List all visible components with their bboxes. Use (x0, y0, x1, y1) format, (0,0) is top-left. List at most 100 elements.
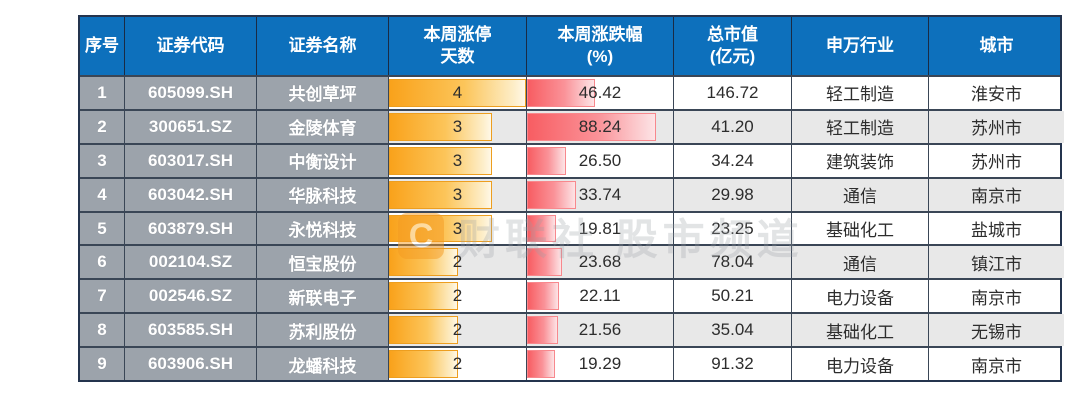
cell-city: 镇江市 (929, 246, 1064, 279)
limit-days-value: 4 (452, 82, 463, 102)
cell-code: 603879.SH (125, 212, 257, 245)
cell-code: 002104.SZ (125, 246, 257, 279)
change-pct-databar (527, 112, 656, 141)
cell-industry: 通信 (792, 246, 929, 279)
table-body: 1 605099.SH 共创草坪 4 46.42 146.72 轻工制造 淮安市… (80, 75, 1064, 381)
cell-city: 苏州市 (971, 153, 1022, 173)
cell-index: 9 (80, 348, 125, 381)
limit-days-value: 2 (452, 286, 463, 306)
table-row: 7 002546.SZ 新联电子 2 22.11 50.21 电力设备 南京市 (80, 278, 1060, 313)
cell-limit-days: 2 (389, 280, 527, 313)
cell-city: 南京市 (971, 288, 1022, 308)
limit-up-stocks-table: 序号 证券代码 证券名称 本周涨停 天数 本周涨跌幅 (%) 总市值 (亿元) … (78, 15, 1064, 382)
cell-code: 603906.SH (125, 348, 257, 381)
cell-industry: 基础化工 (792, 314, 929, 347)
cell-city: 无锡市 (929, 314, 1064, 347)
limit-days-value: 2 (452, 320, 463, 340)
cell-name: 恒宝股份 (257, 246, 389, 279)
cell-code: 300651.SZ (125, 110, 257, 143)
table-row: 6 002104.SZ 恒宝股份 2 23.68 78.04 通信 镇江市 (80, 244, 1064, 279)
limit-days-databar (389, 350, 458, 379)
table-row: 4 603042.SH 华脉科技 3 33.74 29.98 通信 南京市 (80, 176, 1064, 211)
change-pct-databar (527, 316, 559, 345)
change-pct-value: 88.24 (578, 116, 622, 136)
cell-city: 盐城市 (971, 221, 1022, 240)
table-row: 8 603585.SH 苏利股份 2 21.56 35.04 基础化工 无锡市 (80, 312, 1064, 347)
cell-name: 新联电子 (257, 280, 389, 313)
column-header-code: 证券代码 (125, 17, 257, 75)
limit-days-value: 3 (452, 116, 463, 136)
cell-limit-days: 3 (389, 178, 527, 211)
column-header-city: 城市 (979, 35, 1014, 55)
change-pct-value: 23.68 (578, 252, 622, 272)
cell-limit-days: 2 (389, 314, 527, 347)
cell-index: 6 (80, 246, 125, 279)
cell-industry: 轻工制造 (792, 77, 929, 109)
cell-limit-days: 3 (389, 110, 527, 143)
change-pct-value: 46.42 (578, 82, 622, 102)
limit-days-value: 2 (452, 252, 463, 272)
cell-limit-days: 2 (389, 348, 527, 381)
cell-change-pct: 23.68 (527, 246, 674, 279)
cell-city: 苏州市 (929, 110, 1064, 143)
change-pct-databar (527, 79, 595, 107)
cell-industry: 电力设备 (792, 348, 929, 381)
change-pct-value: 33.74 (578, 184, 622, 204)
cell-code: 002546.SZ (125, 280, 257, 313)
cell-code: 605099.SH (125, 77, 257, 109)
limit-days-databar (389, 79, 526, 107)
cell-name: 华脉科技 (257, 178, 389, 211)
limit-days-databar (389, 282, 458, 311)
change-pct-databar (527, 350, 556, 379)
cell-name: 金陵体育 (257, 110, 389, 143)
cell-limit-days: 3 (389, 212, 527, 245)
change-pct-databar (527, 214, 556, 243)
cell-city: 南京市 (971, 356, 1022, 376)
cell-market-cap: 78.04 (674, 246, 792, 279)
cell-industry: 通信 (792, 178, 929, 211)
table-header-row: 序号 证券代码 证券名称 本周涨停 天数 本周涨跌幅 (%) 总市值 (亿元) … (80, 17, 1060, 75)
column-header-change-pct: 本周涨跌幅 (%) (527, 17, 674, 75)
limit-days-databar (389, 112, 492, 141)
table-row: 9 603906.SH 龙蟠科技 2 19.29 91.32 电力设备 南京市 (80, 346, 1060, 381)
limit-days-value: 3 (452, 150, 463, 170)
cell-city: 淮安市 (971, 85, 1022, 105)
cell-market-cap: 41.20 (674, 110, 792, 143)
limit-days-value: 2 (452, 354, 463, 374)
cell-market-cap: 35.04 (674, 314, 792, 347)
cell-market-cap: 29.98 (674, 178, 792, 211)
column-header-market-cap: 总市值 (亿元) (674, 17, 792, 75)
cell-index: 3 (80, 144, 125, 177)
cell-name: 永悦科技 (257, 212, 389, 245)
cell-change-pct: 21.56 (527, 314, 674, 347)
cell-change-pct: 88.24 (527, 110, 674, 143)
cell-change-pct: 33.74 (527, 178, 674, 211)
column-header-index: 序号 (80, 17, 125, 75)
cell-market-cap: 34.24 (674, 144, 792, 177)
change-pct-value: 22.11 (579, 286, 621, 306)
cell-market-cap: 50.21 (674, 280, 792, 313)
cell-change-pct: 19.29 (527, 348, 674, 381)
cell-index: 4 (80, 178, 125, 211)
table-row: 1 605099.SH 共创草坪 4 46.42 146.72 轻工制造 淮安市 (80, 75, 1060, 109)
change-pct-value: 21.56 (578, 320, 622, 340)
cell-change-pct: 19.81 (527, 212, 674, 245)
cell-code: 603017.SH (125, 144, 257, 177)
column-header-name: 证券名称 (257, 17, 389, 75)
cell-index: 5 (80, 212, 125, 245)
change-pct-value: 26.50 (578, 150, 622, 170)
column-header-industry: 申万行业 (792, 17, 929, 75)
cell-change-pct: 22.11 (527, 280, 674, 313)
cell-change-pct: 46.42 (527, 77, 674, 109)
change-pct-databar (527, 282, 560, 311)
cell-change-pct: 26.50 (527, 144, 674, 177)
change-pct-value: 19.29 (578, 354, 622, 374)
table-row: 2 300651.SZ 金陵体育 3 88.24 41.20 轻工制造 苏州市 (80, 108, 1064, 143)
limit-days-value: 3 (452, 218, 463, 238)
cell-industry: 基础化工 (792, 212, 929, 245)
limit-days-value: 3 (452, 184, 463, 204)
cell-limit-days: 3 (389, 144, 527, 177)
limit-days-databar (389, 316, 458, 345)
cell-name: 中衡设计 (257, 144, 389, 177)
